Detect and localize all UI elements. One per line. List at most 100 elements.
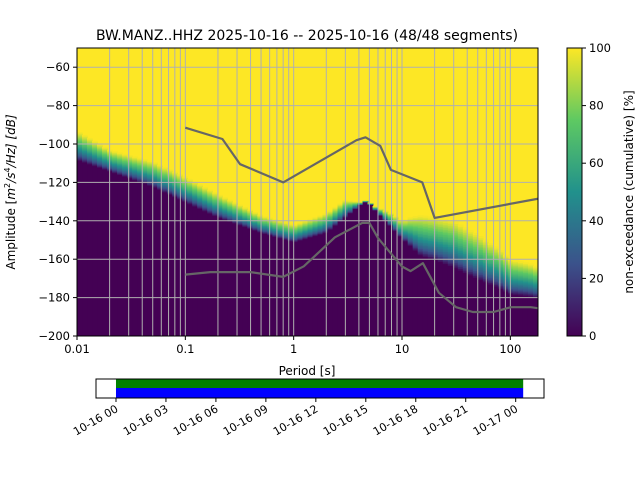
heatmap-cell	[492, 255, 499, 258]
heatmap-cell	[532, 277, 538, 280]
heatmap-cell	[192, 197, 198, 200]
heatmap-cell	[472, 268, 479, 272]
heatmap-cell	[242, 216, 248, 219]
heatmap-cell	[407, 228, 414, 230]
heatmap-cell	[417, 224, 424, 227]
heatmap-cell	[482, 280, 489, 283]
heatmap-cell	[97, 159, 103, 161]
heatmap-cell	[232, 215, 238, 218]
heatmap-cell	[257, 219, 263, 221]
heatmap-cell	[92, 150, 98, 152]
heatmap-cell	[407, 241, 414, 243]
heatmap-cell	[532, 272, 538, 275]
heatmap-cell	[122, 156, 128, 158]
heatmap-cell	[442, 251, 449, 254]
heatmap-cell	[82, 138, 88, 140]
heatmap-cell	[337, 210, 344, 212]
heatmap-cell	[422, 217, 429, 220]
heatmap-cell	[132, 179, 138, 336]
heatmap-cell	[302, 226, 309, 229]
heatmap-cell	[82, 149, 88, 152]
heatmap-cell	[222, 201, 228, 203]
heatmap-cell	[337, 215, 344, 218]
heatmap-cell	[262, 226, 269, 229]
heatmap-cell	[332, 224, 339, 226]
heatmap-cell	[292, 236, 299, 238]
heatmap-cell	[292, 231, 299, 233]
heatmap-cell	[142, 174, 148, 177]
heatmap-cell	[447, 234, 454, 237]
heatmap-cell	[262, 226, 269, 228]
heatmap-cell	[157, 180, 163, 183]
heatmap-cell	[257, 218, 263, 220]
heatmap-cell	[467, 266, 474, 269]
heatmap-cell	[412, 250, 419, 336]
heatmap-cell	[497, 258, 504, 262]
heatmap-cell	[242, 217, 248, 219]
heatmap-cell	[427, 221, 434, 224]
heatmap-cell	[262, 225, 269, 227]
heatmap-cell	[422, 248, 429, 251]
heatmap-cell	[407, 225, 414, 228]
heatmap-cell	[162, 175, 168, 178]
heatmap-cell	[277, 233, 284, 235]
heatmap-cell	[482, 257, 489, 260]
heatmap-cell	[132, 164, 138, 167]
heatmap-cell	[287, 231, 294, 233]
heatmap-cell	[292, 228, 299, 230]
heatmap-cell	[457, 264, 464, 268]
heatmap-cell	[512, 290, 519, 293]
heatmap-cell	[412, 234, 419, 237]
heatmap-cell	[467, 249, 474, 252]
heatmap-cell	[202, 209, 208, 212]
heatmap-cell	[522, 292, 529, 295]
heatmap-cell	[292, 224, 299, 226]
heatmap-cell	[512, 262, 519, 265]
heatmap-cell	[497, 276, 504, 279]
heatmap-cell	[442, 225, 449, 229]
heatmap-cell	[122, 162, 128, 164]
heatmap-cell	[152, 169, 158, 172]
heatmap-cell	[527, 268, 534, 271]
heatmap-cell	[297, 235, 304, 237]
heatmap-cell	[227, 217, 233, 219]
heatmap-cell	[412, 221, 419, 224]
heatmap-cell	[212, 211, 218, 214]
heatmap-cell	[262, 219, 269, 221]
heatmap-cell	[202, 203, 208, 205]
heatmap-cell	[92, 163, 98, 166]
heatmap-cell	[312, 217, 319, 220]
heatmap-cell	[327, 219, 334, 221]
heatmap-cell	[532, 275, 538, 278]
heatmap-cell	[227, 209, 233, 212]
heatmap-cell	[252, 225, 258, 227]
heatmap-cell	[277, 231, 284, 233]
heatmap-cell	[522, 273, 529, 276]
heatmap-cell	[312, 226, 319, 228]
heatmap-cell	[147, 172, 153, 175]
heatmap-cell	[162, 172, 168, 175]
heatmap-cell	[492, 281, 499, 284]
heatmap-cell	[252, 212, 258, 215]
heatmap-cell	[497, 254, 504, 257]
heatmap-cell	[517, 272, 524, 275]
heatmap-cell	[102, 154, 108, 156]
heatmap-cell	[207, 193, 213, 195]
heatmap-cell	[497, 261, 504, 264]
heatmap-cell	[457, 263, 464, 266]
heatmap-cell	[462, 265, 469, 268]
heatmap-cell	[402, 240, 409, 336]
heatmap-cell	[202, 187, 208, 190]
heatmap-cell	[527, 279, 534, 282]
heatmap-cell	[92, 140, 98, 143]
heatmap-cell	[527, 280, 534, 283]
heatmap-cell	[422, 253, 429, 256]
x-tick-label: 0.1	[176, 342, 194, 356]
heatmap-cell	[252, 216, 258, 219]
heatmap-cell	[222, 208, 228, 210]
heatmap-cell	[412, 222, 419, 225]
heatmap-cell	[82, 151, 88, 154]
heatmap-cell	[467, 273, 474, 276]
heatmap-cell	[162, 170, 168, 173]
